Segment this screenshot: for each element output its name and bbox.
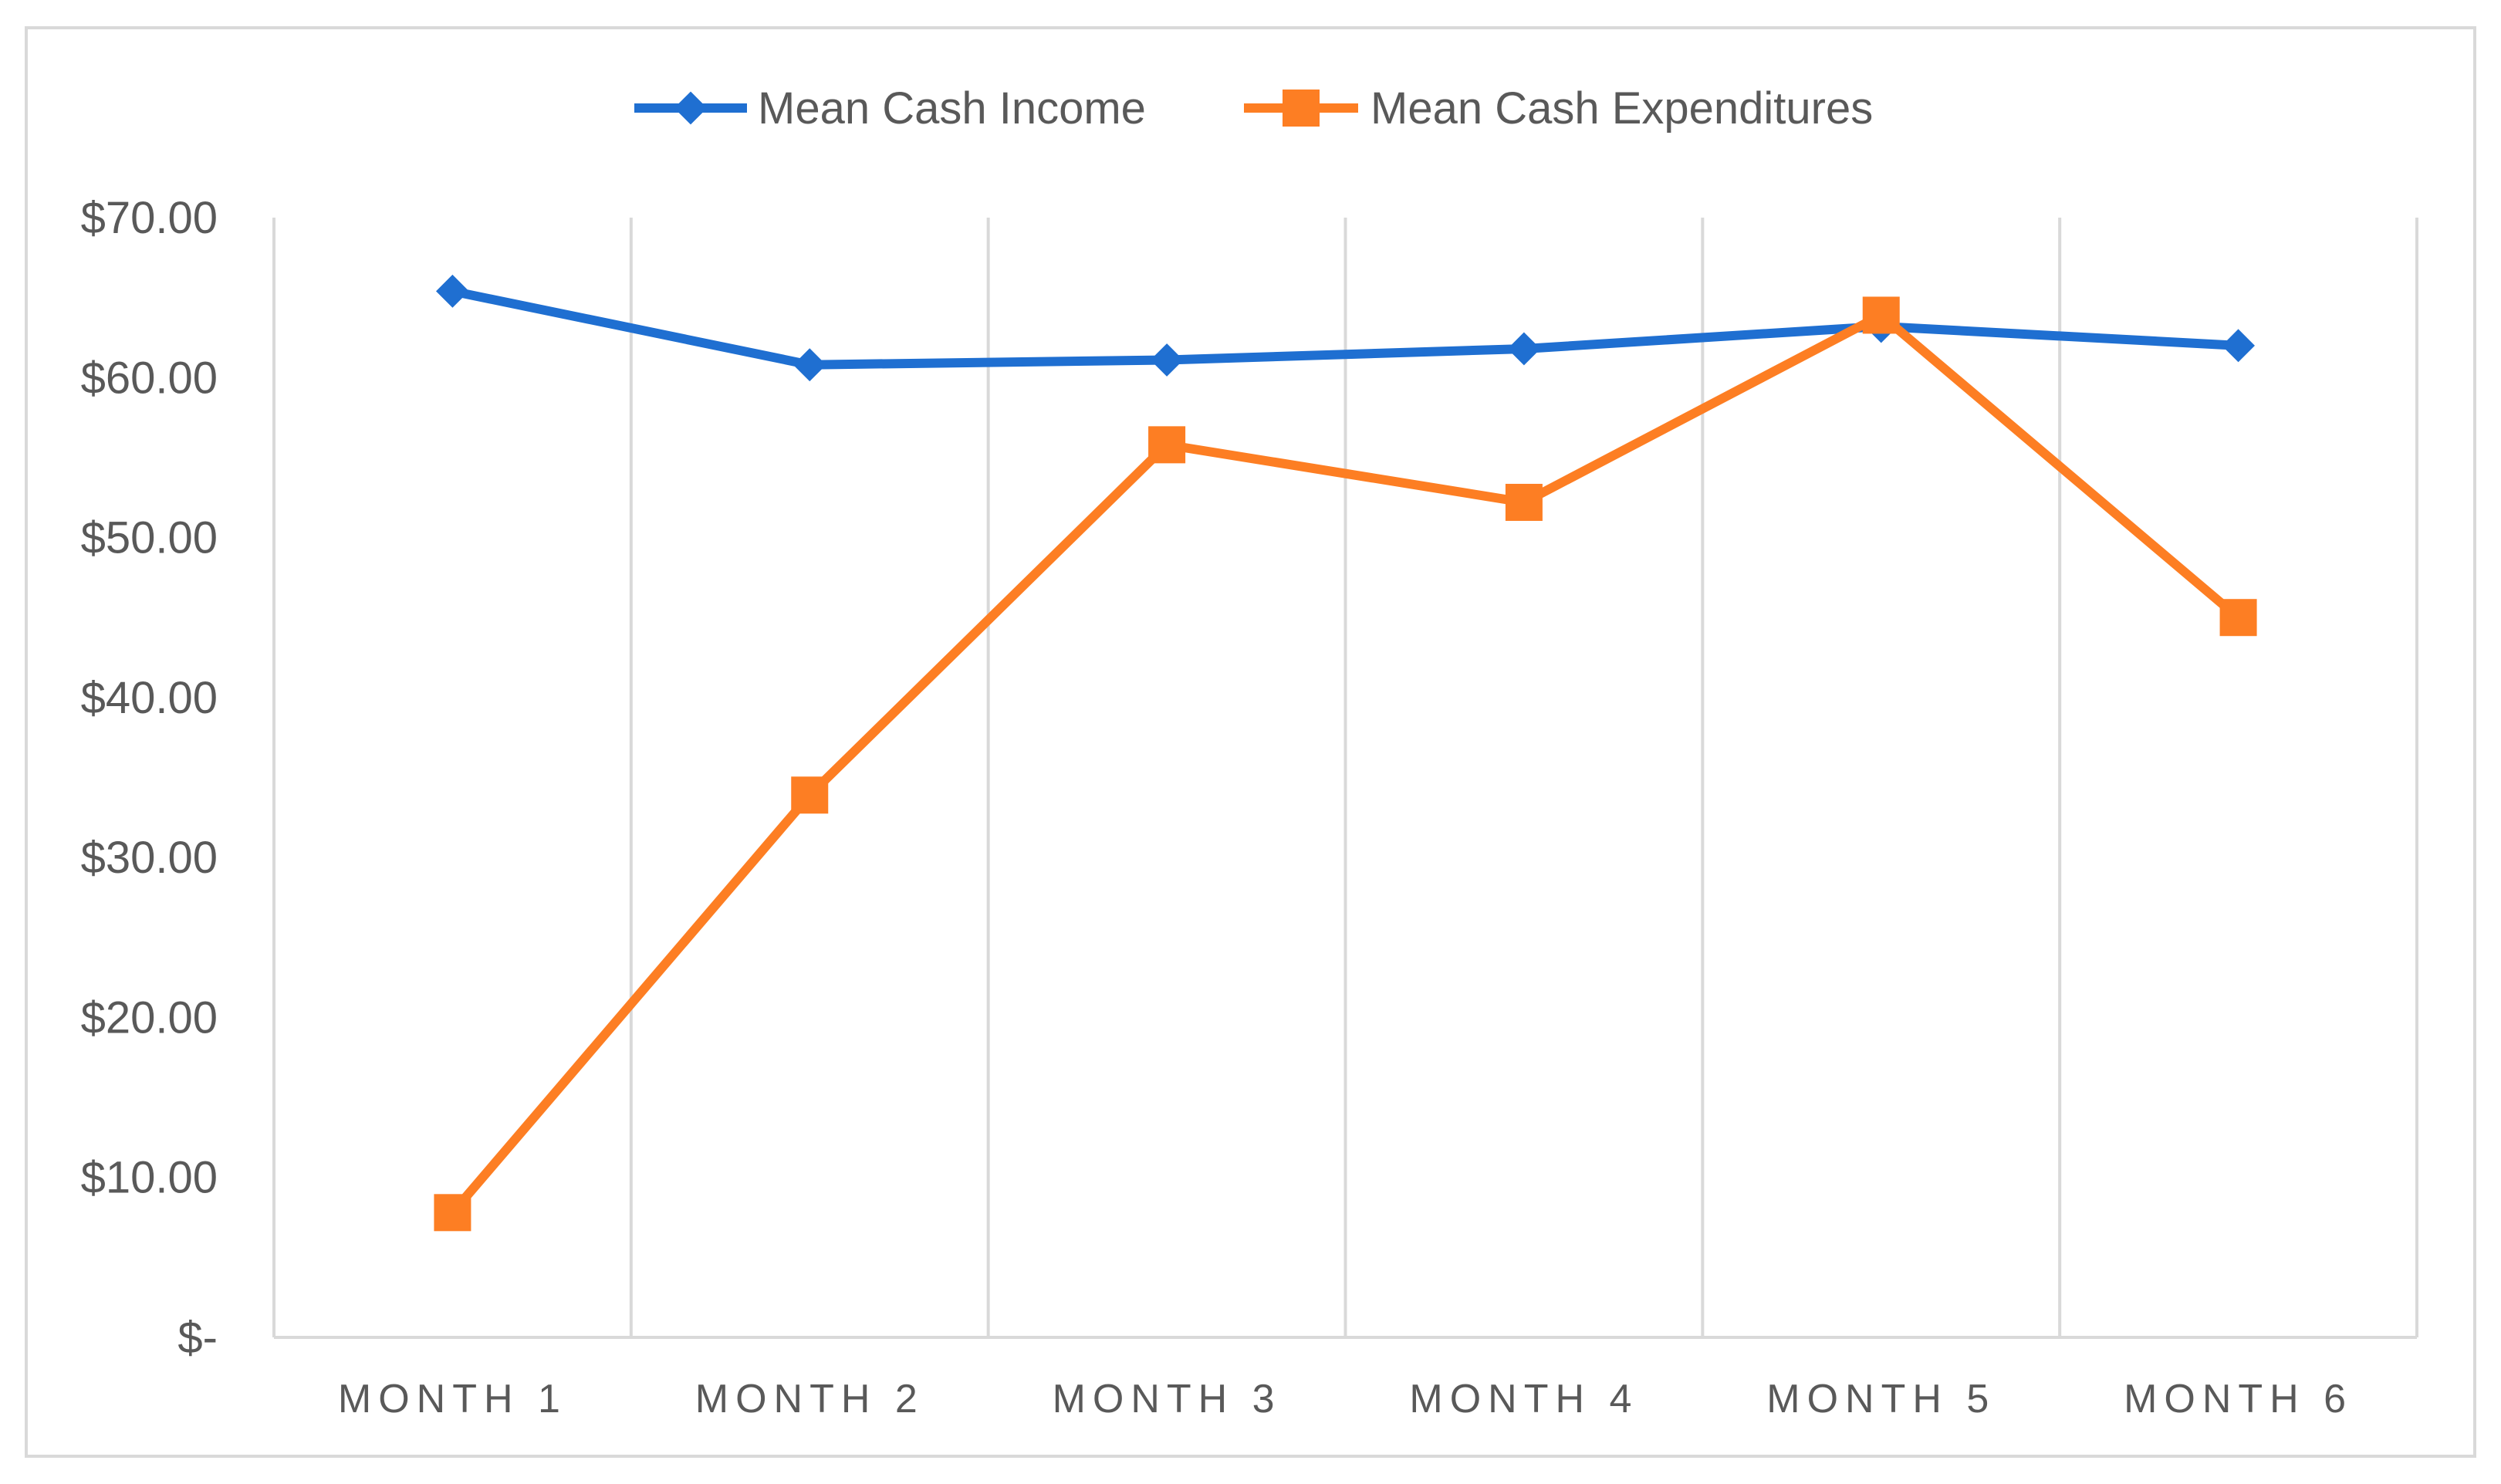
x-category-label: MONTH 6 xyxy=(2124,1377,2353,1421)
data-point-marker xyxy=(791,776,829,814)
data-point-marker xyxy=(2219,599,2257,637)
y-tick-label: $70.00 xyxy=(81,193,218,243)
data-point-marker xyxy=(1148,426,1186,464)
x-category-label: MONTH 4 xyxy=(1409,1377,1638,1421)
chart-frame xyxy=(25,26,2476,1458)
y-tick-label: $20.00 xyxy=(81,992,218,1043)
data-point-marker xyxy=(436,274,469,308)
series-line xyxy=(448,310,2243,1218)
x-category-label: MONTH 2 xyxy=(695,1377,924,1421)
y-axis-tick-labels: $- $10.00 $20.00 $30.00 $40.00 $50.00 $60.00 $7… xyxy=(81,193,218,1363)
data-point-marker xyxy=(434,1194,471,1232)
legend-item: Mean Cash Income xyxy=(634,83,1146,134)
y-tick-label: $60.00 xyxy=(81,353,218,403)
series xyxy=(434,274,2257,1232)
y-tick-label: $- xyxy=(177,1313,218,1363)
legend-label: Mean Cash Expenditures xyxy=(1370,83,1873,134)
legend: Mean Cash Income Mean Cash Expenditures xyxy=(634,83,1873,134)
legend-label: Mean Cash Income xyxy=(758,83,1146,134)
legend-swatch-marker xyxy=(674,91,708,125)
series-line xyxy=(448,286,2243,370)
legend-swatch-marker xyxy=(1283,90,1320,127)
legend-item: Mean Cash Expenditures xyxy=(1244,83,1873,134)
data-point-marker xyxy=(1150,343,1184,377)
y-tick-label: $30.00 xyxy=(81,833,218,883)
x-axis-category-labels: MONTH 1 MONTH 2 MONTH 3 MONTH 4 MONTH 5 MONTH… xyxy=(338,1377,2353,1421)
x-category-label: MONTH 1 xyxy=(338,1377,567,1421)
x-category-label: MONTH 3 xyxy=(1053,1377,1282,1421)
y-tick-label: $10.00 xyxy=(81,1153,218,1203)
data-point-marker xyxy=(2222,329,2255,363)
series-mean-cash-expenditures xyxy=(434,296,2257,1232)
data-point-marker xyxy=(1862,296,1900,334)
y-tick-label: $50.00 xyxy=(81,513,218,563)
gridlines xyxy=(272,218,2418,1337)
data-point-marker xyxy=(793,348,826,382)
x-category-label: MONTH 5 xyxy=(1766,1377,1996,1421)
data-point-marker xyxy=(1507,332,1541,366)
y-tick-label: $40.00 xyxy=(81,673,218,723)
data-point-marker xyxy=(1505,483,1543,521)
